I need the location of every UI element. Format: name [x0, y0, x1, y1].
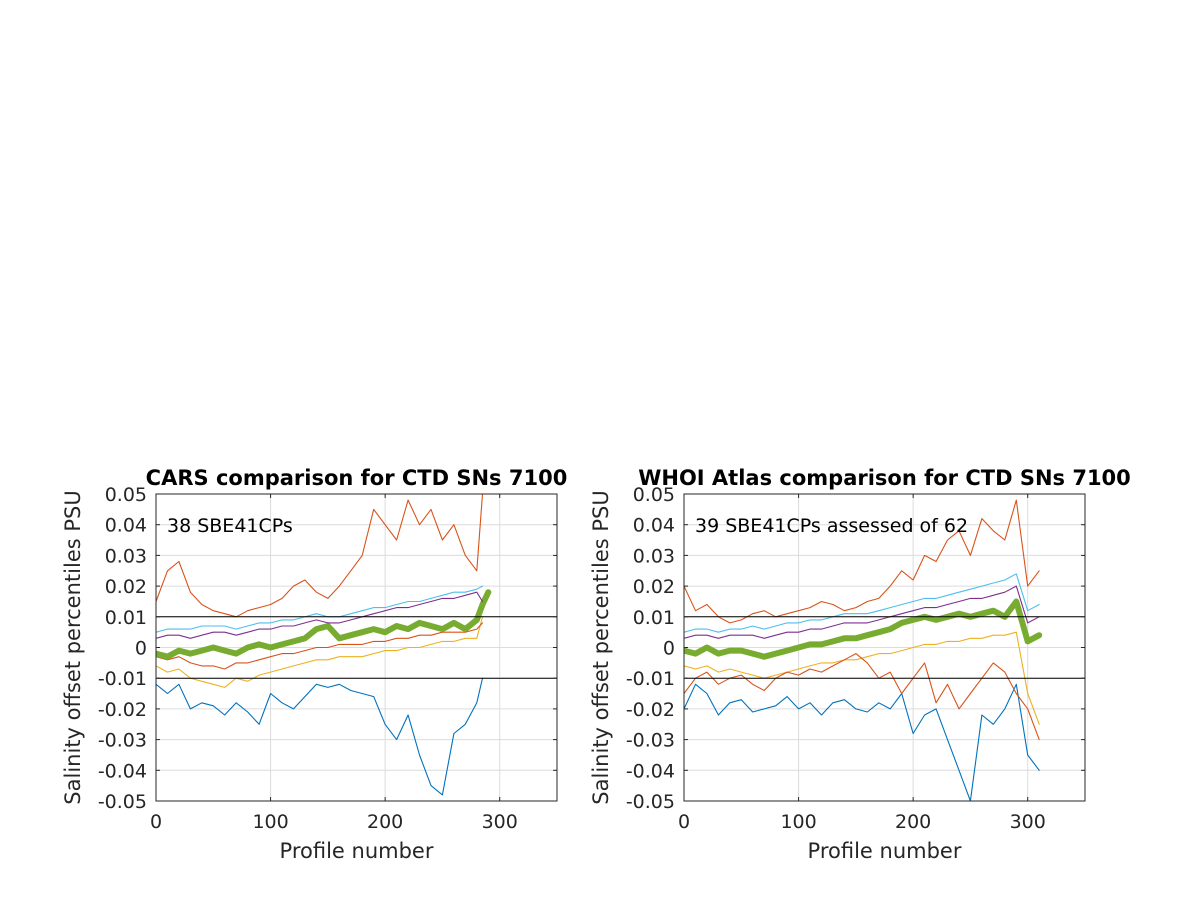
series-line-p50: [156, 589, 492, 660]
y-tick-label: 0.01: [105, 607, 147, 629]
series-line-p95: [156, 494, 484, 618]
y-tick-label: 0: [135, 638, 147, 660]
y-tick-label: -0.04: [98, 760, 147, 782]
x-axis-label: Profile number: [808, 839, 962, 863]
y-tick-label: 0.05: [105, 484, 147, 506]
y-axis-label: Salinity offset percentiles PSU: [61, 490, 85, 804]
y-tick-label: 0.04: [633, 515, 675, 537]
series-line-p10: [156, 616, 484, 688]
y-tick-label: -0.01: [98, 668, 147, 690]
series-line-p50: [684, 598, 1043, 660]
x-tick-label: 100: [252, 811, 288, 833]
y-tick-label: -0.04: [626, 760, 675, 782]
series-line-p75: [156, 591, 484, 639]
y-axis-label: Salinity offset percentiles PSU: [589, 490, 613, 804]
y-tick-label: 0.04: [105, 515, 147, 537]
series-line-p5: [156, 677, 484, 796]
y-tick-label: -0.05: [626, 791, 675, 813]
annotation-text: 39 SBE41CPs assessed of 62: [695, 515, 968, 537]
y-tick-label: 0.03: [633, 545, 675, 567]
x-tick-label: 0: [678, 811, 690, 833]
y-tick-label: 0.02: [633, 576, 675, 598]
series-line-p25: [684, 653, 1040, 741]
y-tick-label: -0.02: [98, 699, 147, 721]
x-tick-label: 0: [150, 811, 162, 833]
x-tick-label: 300: [1010, 811, 1046, 833]
x-tick-label: 100: [780, 811, 816, 833]
annotation-text: 38 SBE41CPs: [167, 515, 293, 537]
x-tick-label: 200: [895, 811, 931, 833]
x-axis-label: Profile number: [280, 839, 434, 863]
y-tick-label: 0.02: [105, 576, 147, 598]
chart-whoi: 0 100 200 300 -0.05 -0.04 -0.03 -0.02 -0.01 0 0.01…: [589, 466, 1131, 863]
y-tick-label: -0.03: [626, 730, 675, 752]
y-tick-label: 0.03: [105, 545, 147, 567]
series-line-p90: [684, 573, 1040, 633]
chart-title: WHOI Atlas comparison for CTD SNs 7100: [638, 466, 1131, 490]
series-line-p75: [684, 585, 1040, 639]
x-tick-label: 200: [367, 811, 403, 833]
x-tick-label: 300: [482, 811, 518, 833]
series-group: [684, 499, 1043, 801]
y-tick-label: 0.01: [633, 607, 675, 629]
chart-title: CARS comparison for CTD SNs 7100: [146, 466, 568, 490]
series-line-p5: [684, 683, 1040, 801]
series-line-p90: [156, 585, 484, 633]
series-line-p25: [156, 622, 484, 670]
y-tick-label: -0.01: [626, 668, 675, 690]
y-tick-label: 0.05: [633, 484, 675, 506]
series-line-p95: [684, 499, 1040, 624]
series-group: [156, 494, 492, 796]
y-tick-label: -0.05: [98, 791, 147, 813]
chart-cars: 0 100 200 300 -0.05 -0.04 -0.03 -0.02 -0.01 0 0.01…: [61, 466, 567, 863]
y-tick-label: -0.03: [98, 730, 147, 752]
y-tick-label: 0: [663, 638, 675, 660]
y-tick-label: -0.02: [626, 699, 675, 721]
